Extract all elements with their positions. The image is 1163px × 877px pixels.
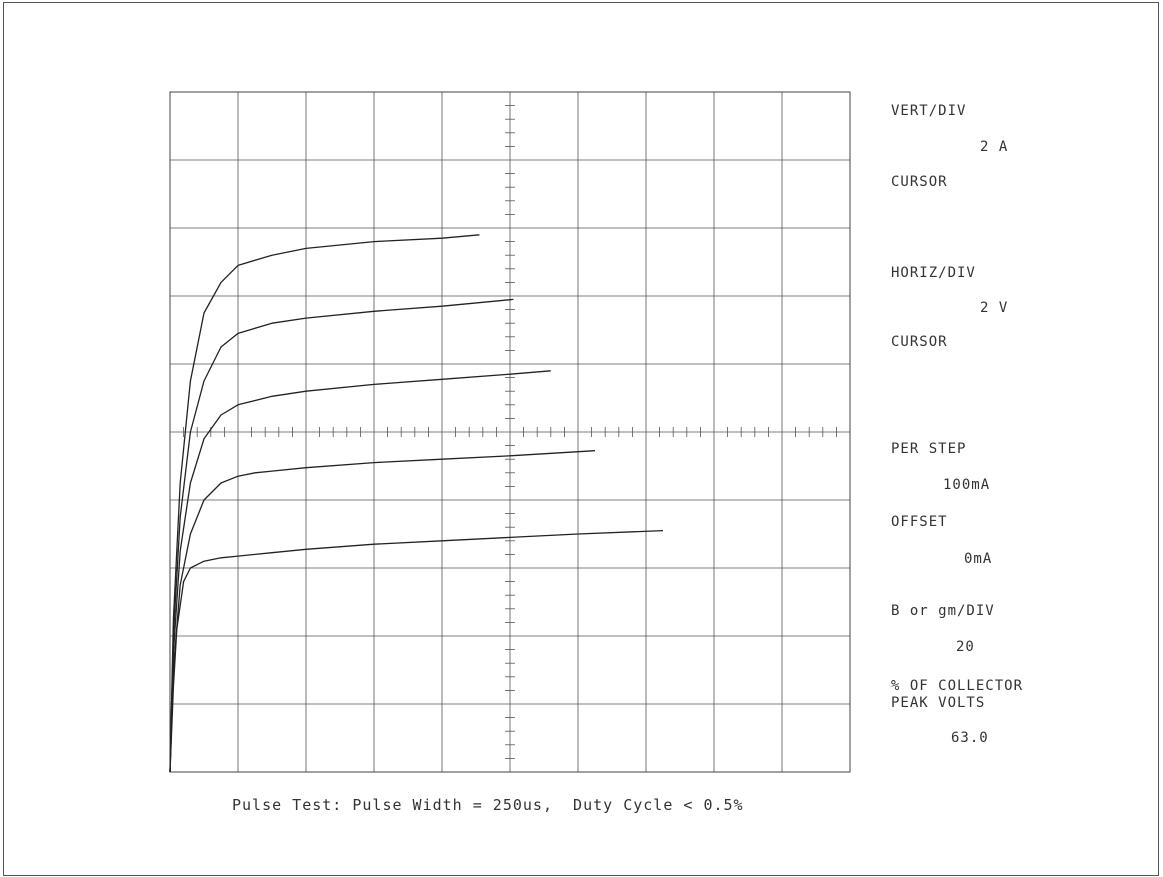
graticule-grid [169,91,851,773]
per-step-label: PER STEP [891,441,967,457]
curve-step-4 [169,298,514,773]
pulse-test-caption: Pulse Test: Pulse Width = 250us, Duty Cy… [232,796,744,814]
collector-label-line2: PEAK VOLTS [891,695,986,711]
offset-label: OFFSET [891,514,948,530]
horiz-div-value: 2 V [980,300,1009,316]
plot-frame [3,2,1159,876]
curve-step-1 [169,529,664,773]
curve-step-5 [169,234,480,773]
offset-value: 0mA [964,551,993,567]
collector-value: 63.0 [951,730,989,746]
curve-step-2 [169,450,596,773]
horiz-cursor-label: CURSOR [891,334,948,350]
vert-div-value: 2 A [980,139,1009,155]
gain-label: B or gm/DIV [891,603,995,619]
curve-step-3 [169,370,551,773]
vert-cursor-label: CURSOR [891,174,948,190]
vert-div-label: VERT/DIV [891,103,967,119]
horiz-div-label: HORIZ/DIV [891,265,976,281]
characteristic-curves [169,234,664,773]
per-step-value: 100mA [943,477,991,493]
gain-value: 20 [956,639,975,655]
collector-label-line1: % OF COLLECTOR [891,678,1024,694]
